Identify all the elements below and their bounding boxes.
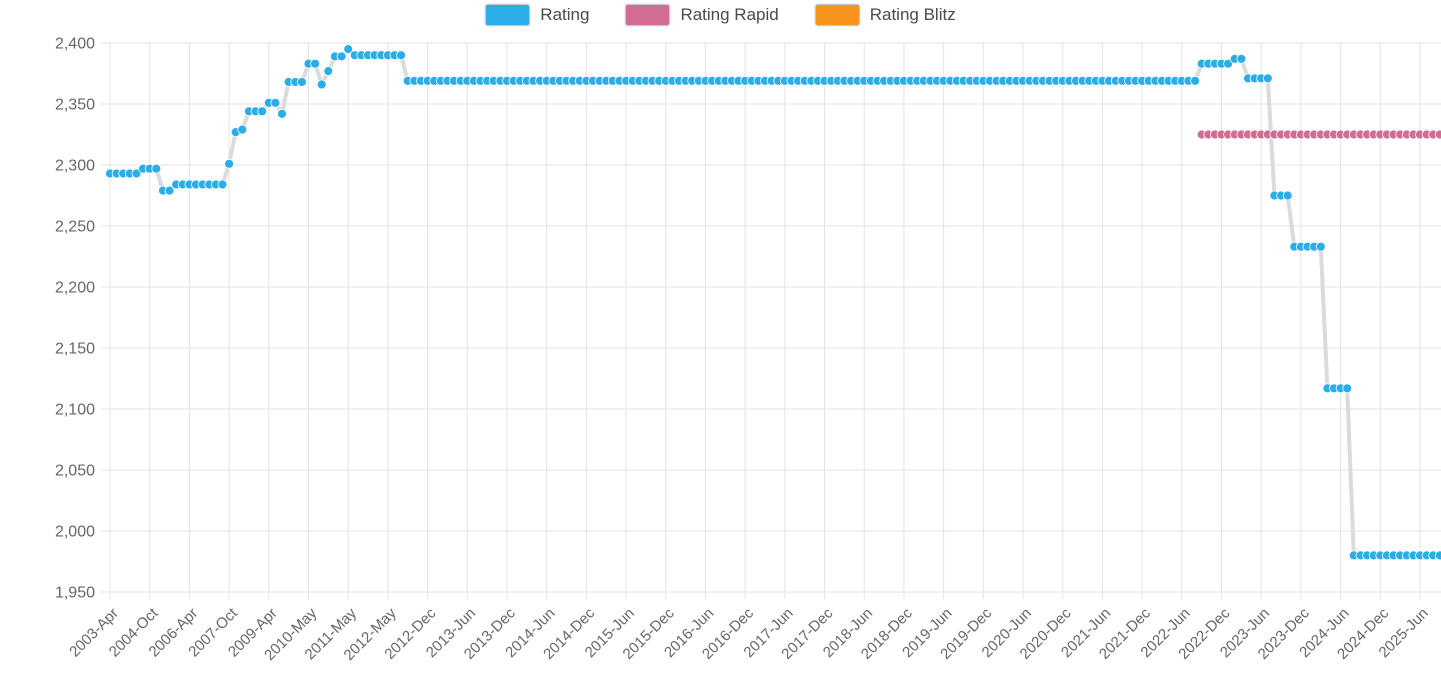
data-point — [237, 124, 248, 135]
legend-item-rating[interactable]: Rating — [485, 4, 589, 26]
y-axis-tick-label: 2,350 — [55, 97, 95, 114]
data-point — [1223, 58, 1233, 69]
rating-legend-label: Rating — [540, 5, 590, 24]
data-point — [323, 66, 334, 76]
rating-blitz-legend-label: Rating Blitz — [869, 5, 956, 24]
data-point — [343, 44, 354, 54]
data-point — [1342, 383, 1353, 394]
rating-blitz-swatch — [814, 4, 860, 26]
data-point — [1190, 75, 1200, 86]
data-point — [1434, 129, 1441, 140]
y-axis-tick-label: 2,200 — [55, 280, 95, 297]
data-point — [396, 50, 407, 61]
chart-legend: Rating Rating Rapid Rating Blitz — [0, 4, 1441, 26]
rating-rapid-legend-label: Rating Rapid — [680, 5, 779, 24]
data-point — [1282, 190, 1293, 201]
y-axis-tick-label: 2,300 — [55, 158, 95, 175]
series-points — [105, 44, 1441, 561]
data-point — [131, 168, 142, 179]
data-point — [1434, 550, 1441, 561]
rating-rapid-points — [1196, 129, 1441, 140]
data-point — [1236, 54, 1247, 64]
rating-swatch — [485, 4, 531, 26]
legend-item-rating-blitz[interactable]: Rating Blitz — [814, 4, 956, 26]
data-point — [257, 106, 268, 117]
rating-line — [108, 47, 1441, 558]
data-point — [296, 77, 307, 87]
data-point — [224, 158, 235, 169]
data-point — [151, 163, 162, 174]
y-axis-tick-label: 2,100 — [55, 402, 95, 419]
y-axis-tick-label: 2,400 — [55, 36, 95, 53]
series-connector-lines — [108, 47, 1441, 558]
data-point — [217, 179, 228, 190]
rating-points — [105, 44, 1441, 561]
data-point — [310, 58, 321, 69]
y-axis-tick-label: 2,050 — [55, 463, 95, 480]
data-point — [1262, 73, 1273, 84]
data-point — [316, 79, 327, 90]
data-point — [336, 51, 347, 62]
y-axis-tick-label: 2,250 — [55, 219, 95, 236]
y-axis-labels: 2,400 2,350 2,300 2,250 2,200 2,150 2,100 2,050… — [55, 36, 95, 602]
x-gridlines — [109, 43, 1421, 599]
x-axis-labels: 2003-Apr2004-Oct2006-Apr2007-Oct2009-Apr… — [66, 604, 1432, 664]
data-point — [270, 97, 281, 108]
data-point — [1315, 241, 1326, 252]
y-axis-tick-label: 2,150 — [55, 341, 95, 358]
y-gridlines — [101, 42, 1441, 593]
legend-item-rating-rapid[interactable]: Rating Rapid — [625, 4, 779, 26]
y-axis-tick-label: 2,000 — [55, 524, 95, 541]
data-point — [164, 185, 175, 196]
data-point — [277, 108, 287, 119]
y-axis-tick-label: 1,950 — [55, 585, 95, 602]
rating-rapid-swatch — [625, 4, 671, 26]
